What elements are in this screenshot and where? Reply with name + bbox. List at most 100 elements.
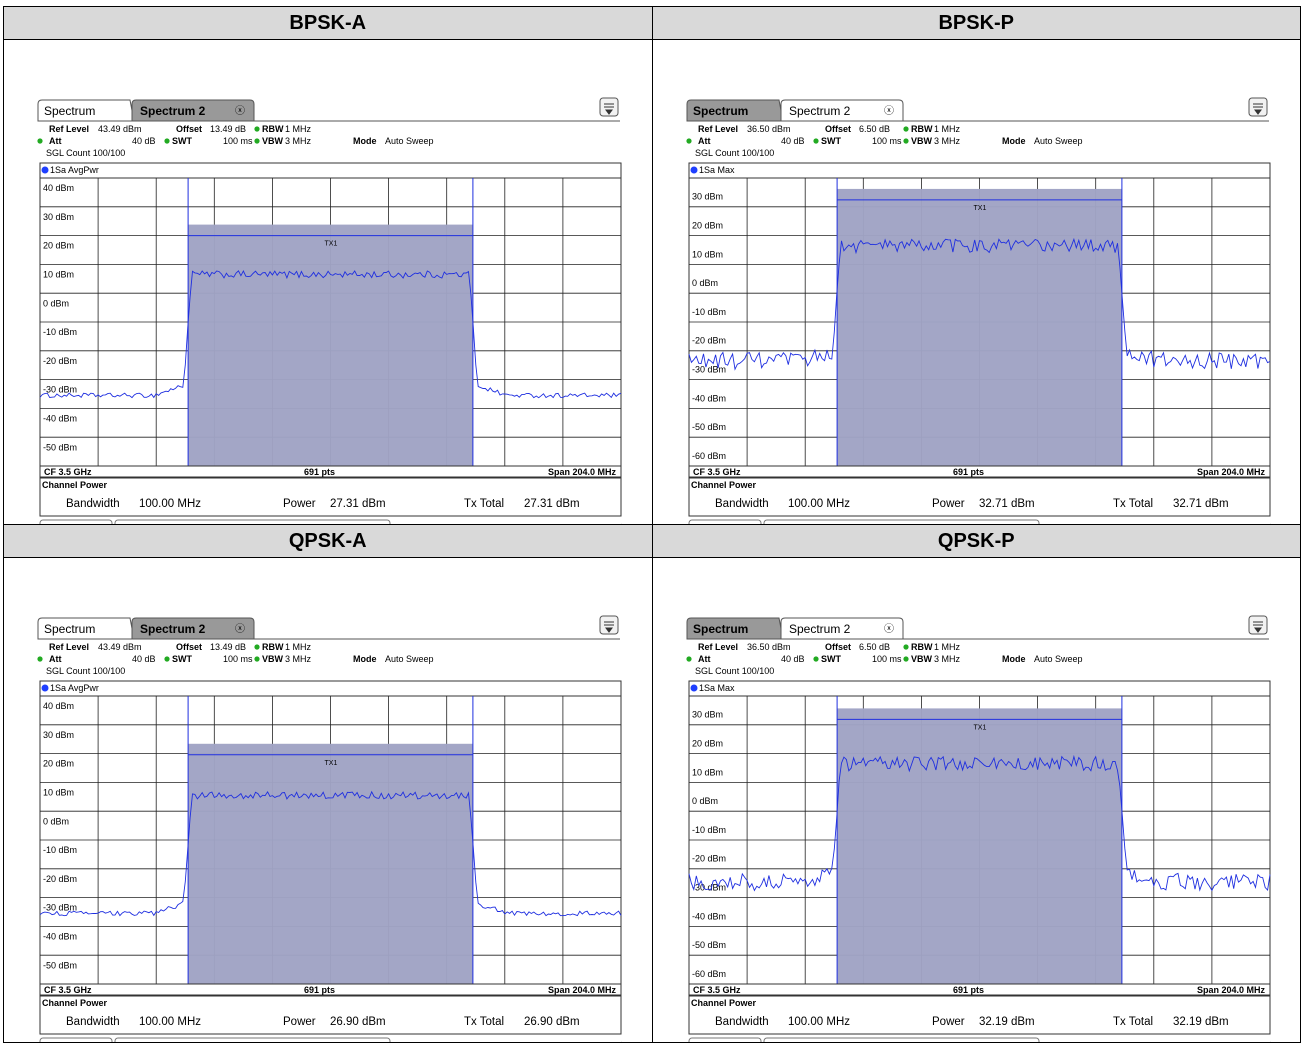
close-icon[interactable]: ⓧ bbox=[235, 105, 245, 117]
vbw-value: 3 MHz bbox=[934, 654, 961, 664]
result-panel bbox=[688, 477, 1270, 517]
swt-label: SWT bbox=[821, 654, 841, 664]
swt-label: SWT bbox=[172, 136, 192, 146]
mode-value: Auto Sweep bbox=[385, 654, 434, 664]
power-label: Power bbox=[283, 1016, 316, 1028]
att-value: 40 dB bbox=[132, 136, 156, 146]
att-value: 40 dB bbox=[781, 136, 805, 146]
y-axis-label: -40 dBm bbox=[43, 931, 77, 941]
y-axis-label: -10 dBm bbox=[692, 307, 726, 317]
preset-icon-glyph bbox=[604, 103, 614, 115]
status-field-1[interactable] bbox=[39, 519, 113, 524]
rbw-label: RBW bbox=[911, 642, 933, 652]
mode-value: Auto Sweep bbox=[1034, 136, 1083, 146]
tab-bar: Spectrum Spectrum 2 ⓧ bbox=[37, 617, 255, 640]
y-label-bg bbox=[41, 700, 77, 712]
vbw-label: VBW bbox=[911, 654, 933, 664]
tab-spectrum-2-label: Spectrum 2 bbox=[140, 622, 206, 636]
y-label-bg bbox=[689, 737, 726, 749]
tx-total-value: 32.71 dBm bbox=[1173, 498, 1229, 510]
channel-power-title: Channel Power bbox=[42, 998, 108, 1008]
channel-power-title: Channel Power bbox=[42, 480, 108, 490]
status-field-1[interactable] bbox=[688, 519, 761, 524]
power-value: 26.90 dBm bbox=[330, 1016, 386, 1028]
status-field-2[interactable] bbox=[763, 1037, 1039, 1042]
y-axis-label: -40 dBm bbox=[43, 413, 77, 423]
analyzer-svg: Spectrum Spectrum 2 ⓧ Ref Level 43.49 dBm Off… bbox=[37, 97, 622, 524]
swt-label: SWT bbox=[172, 654, 192, 664]
analyzer-cell-3: Spectrum Spectrum 2 ⓧ Ref Level 36.50 dBm Off… bbox=[651, 557, 1301, 1043]
power-label: Power bbox=[932, 1016, 965, 1028]
frequency-span: Span 204.0 MHz bbox=[548, 985, 617, 995]
status-field-1[interactable] bbox=[688, 1037, 761, 1042]
led-swt bbox=[812, 138, 819, 144]
status-field-2[interactable] bbox=[114, 519, 391, 524]
offset-label: Offset bbox=[176, 642, 202, 652]
tab-spectrum-2[interactable] bbox=[131, 99, 255, 122]
y-axis-label: 0 dBm bbox=[692, 796, 718, 806]
y-label-bg bbox=[689, 795, 720, 807]
ref-level-label: Ref Level bbox=[698, 642, 738, 652]
att-value: 40 dB bbox=[132, 654, 156, 664]
tx-total-value: 26.90 dBm bbox=[524, 1016, 580, 1028]
tx-channel-label: TX1 bbox=[973, 205, 986, 212]
swt-label: SWT bbox=[821, 136, 841, 146]
power-label: Power bbox=[932, 498, 965, 510]
mode-value: Auto Sweep bbox=[1034, 654, 1083, 664]
att-label: Att bbox=[698, 136, 711, 146]
spectrum-analyzer-screen: Spectrum Spectrum 2 ⓧ Ref Level 36.50 dBm Off… bbox=[653, 558, 1301, 1042]
trace-label: 1Sa AvgPwr bbox=[50, 683, 99, 693]
status-bar: Ready bbox=[39, 1037, 622, 1042]
y-axis-label: 20 dBm bbox=[692, 739, 723, 749]
bandwidth-value: 100.00 MHz bbox=[788, 498, 850, 510]
preset-icon-glyph bbox=[1252, 103, 1263, 115]
ref-level-value: 36.50 dBm bbox=[747, 124, 791, 134]
y-axis-label: 30 dBm bbox=[43, 730, 74, 740]
tab-spectrum-label: Spectrum bbox=[44, 622, 95, 636]
att-value: 40 dB bbox=[781, 654, 805, 664]
power-value: 27.31 dBm bbox=[330, 498, 386, 510]
y-label-bg bbox=[41, 844, 83, 856]
center-frequency: CF 3.5 GHz bbox=[44, 985, 92, 995]
status-field-2[interactable] bbox=[114, 1037, 391, 1042]
tab-spectrum[interactable] bbox=[686, 99, 784, 122]
preset-icon-glyph bbox=[1252, 621, 1263, 633]
tab-spectrum[interactable] bbox=[686, 617, 784, 640]
tx-total-value: 27.31 dBm bbox=[524, 498, 580, 510]
close-icon[interactable]: ⓧ bbox=[235, 623, 245, 635]
tx-total-label: Tx Total bbox=[1113, 498, 1153, 510]
tab-spectrum-2[interactable] bbox=[131, 617, 255, 640]
tx-total-label: Tx Total bbox=[464, 498, 504, 510]
tab-spectrum-2[interactable] bbox=[780, 617, 903, 640]
vbw-value: 3 MHz bbox=[934, 136, 961, 146]
close-icon[interactable]: ⓧ bbox=[884, 105, 894, 117]
y-axis-label: 0 dBm bbox=[43, 816, 69, 826]
close-icon[interactable]: ⓧ bbox=[884, 623, 894, 635]
y-label-bg bbox=[689, 910, 731, 922]
status-field-2[interactable] bbox=[763, 519, 1039, 524]
ref-level-value: 36.50 dBm bbox=[747, 642, 791, 652]
y-label-bg bbox=[689, 967, 731, 979]
y-label-bg bbox=[689, 334, 731, 346]
y-label-bg bbox=[689, 449, 731, 461]
bandwidth-label: Bandwidth bbox=[715, 1016, 769, 1028]
y-axis-label: -60 dBm bbox=[692, 451, 726, 461]
trace-label: 1Sa AvgPwr bbox=[50, 165, 99, 175]
tab-spectrum-label: Spectrum bbox=[693, 104, 748, 118]
spectrum-analyzer-screen: Spectrum Spectrum 2 ⓧ Ref Level 36.50 dBm Off… bbox=[653, 40, 1301, 524]
offset-label: Offset bbox=[825, 124, 851, 134]
tab-spectrum-2[interactable] bbox=[780, 99, 903, 122]
result-panel bbox=[688, 995, 1270, 1035]
panel-title-0: BPSK-A bbox=[3, 6, 653, 40]
vbw-value: 3 MHz bbox=[285, 136, 312, 146]
y-axis-label: 10 dBm bbox=[692, 767, 723, 777]
channel-bandwidth-region bbox=[836, 188, 1122, 466]
center-frequency: CF 3.5 GHz bbox=[693, 467, 741, 477]
y-label-bg bbox=[689, 823, 731, 835]
rbw-value: 1 MHz bbox=[934, 642, 961, 652]
status-bar: Ready bbox=[39, 519, 622, 524]
swt-value: 100 ms bbox=[872, 136, 902, 146]
tab-spectrum[interactable] bbox=[37, 617, 135, 640]
tab-spectrum[interactable] bbox=[37, 99, 135, 122]
status-field-1[interactable] bbox=[39, 1037, 113, 1042]
